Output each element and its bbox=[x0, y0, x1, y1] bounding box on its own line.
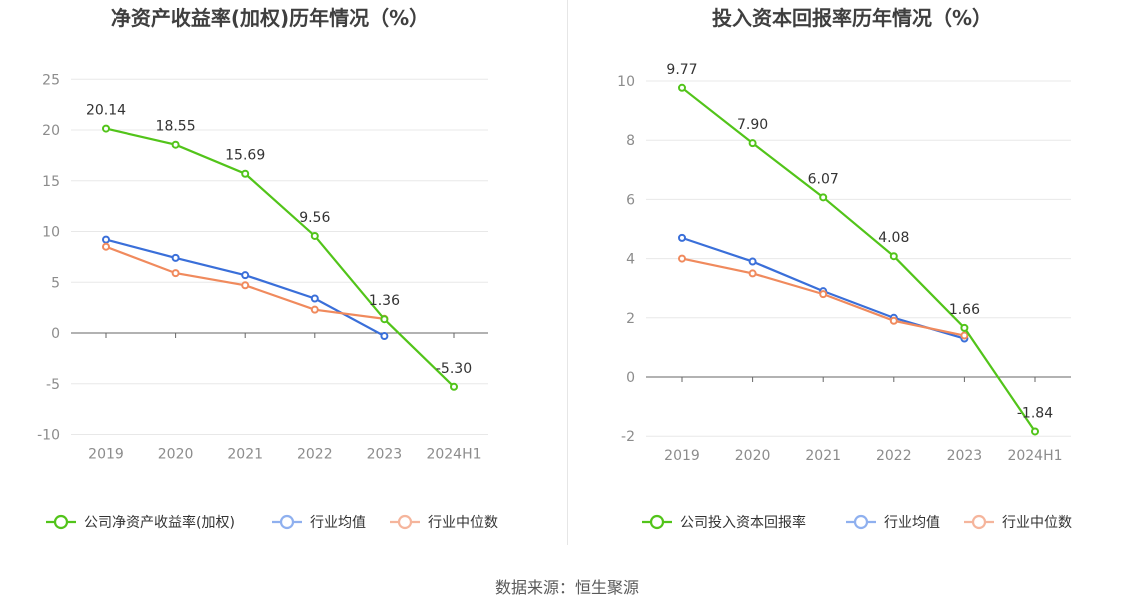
roe-data-label: 9.56 bbox=[299, 210, 330, 226]
roic-y-tick-label: 10 bbox=[617, 74, 635, 90]
roic-data-point bbox=[960, 331, 969, 340]
panel-divider bbox=[567, 0, 568, 545]
roic-data-point bbox=[889, 252, 898, 261]
roic-series-line-0 bbox=[681, 86, 1036, 433]
roe-legend-label: 公司净资产收益率(加权) bbox=[84, 514, 235, 531]
roe-data-point bbox=[241, 271, 250, 280]
roic-data-point bbox=[819, 193, 828, 202]
roe-chart-panel: 净资产收益率(加权)历年情况（%） 25 20 15 10 5 0 -5 -10 2019 2020… bbox=[0, 0, 566, 560]
roe-data-point bbox=[380, 315, 389, 324]
roic-data-label: 7.90 bbox=[737, 117, 768, 133]
roe-data-label: 1.36 bbox=[369, 293, 400, 309]
roe-data-point bbox=[102, 124, 110, 133]
roe-data-point bbox=[171, 253, 180, 262]
roic-chart-title: 投入资本回报率历年情况（%） bbox=[712, 6, 992, 30]
roic-data-point bbox=[819, 290, 828, 299]
roic-legend-label: 行业中位数 bbox=[1002, 515, 1072, 531]
roe-legend-label: 行业均值 bbox=[310, 515, 366, 531]
roe-data-label: 18.55 bbox=[156, 119, 196, 135]
roic-data-point bbox=[678, 233, 686, 242]
roic-y-tick-label: -2 bbox=[621, 429, 635, 445]
roic-chart-panel: 投入资本回报率历年情况（%） 10 8 6 4 2 0 -2 2019 2020 2021 2022 2… bbox=[568, 0, 1134, 560]
roe-data-point bbox=[241, 281, 250, 290]
roe-data-point bbox=[241, 169, 250, 178]
roic-legend-label: 行业均值 bbox=[884, 515, 940, 531]
roe-chart-title: 净资产收益率(加权)历年情况（%） bbox=[111, 6, 429, 30]
roic-data-point bbox=[960, 323, 969, 332]
roic-line-chart: 投入资本回报率历年情况（%） 10 8 6 4 2 0 -2 2019 2020 2021 2022 2… bbox=[617, 6, 1072, 531]
roic-x-tick-label: 2023 bbox=[947, 448, 983, 464]
roe-data-point bbox=[450, 382, 458, 391]
roe-x-tick-label: 2023 bbox=[367, 447, 403, 463]
roe-y-tick-label: -10 bbox=[37, 428, 60, 444]
roic-legend-label: 公司投入资本回报率 bbox=[680, 514, 806, 531]
roic-data-label: -1.84 bbox=[1017, 405, 1053, 421]
roe-y-tick-label: 10 bbox=[42, 225, 60, 241]
roe-data-point bbox=[171, 140, 180, 149]
roe-data-point bbox=[102, 235, 110, 244]
roic-legend-marker bbox=[649, 514, 665, 530]
roe-y-tick-label: 0 bbox=[51, 326, 60, 342]
roe-x-tick-label: 2021 bbox=[227, 447, 263, 463]
roe-x-tick-label: 2022 bbox=[297, 447, 333, 463]
roic-data-point bbox=[889, 316, 898, 325]
roe-y-tick-label: -5 bbox=[46, 377, 60, 393]
roe-line-chart: 净资产收益率(加权)历年情况（%） 25 20 15 10 5 0 -5 -10 2019 2020… bbox=[37, 6, 498, 531]
roe-data-label: 15.69 bbox=[225, 148, 265, 164]
roic-x-tick-label: 2021 bbox=[805, 448, 841, 464]
roic-legend-marker bbox=[853, 514, 869, 530]
roe-legend-marker bbox=[397, 514, 413, 530]
roic-data-point bbox=[748, 269, 757, 278]
roic-y-tick-label: 2 bbox=[626, 311, 635, 327]
roe-series-line-0 bbox=[105, 127, 455, 388]
roic-y-tick-label: 4 bbox=[626, 252, 635, 268]
roe-x-tick-label: 2024H1 bbox=[426, 447, 481, 463]
roe-data-label: 20.14 bbox=[86, 103, 126, 119]
roe-data-point bbox=[310, 305, 319, 314]
roic-y-tick-label: 6 bbox=[626, 192, 635, 208]
roic-data-label: 6.07 bbox=[808, 171, 839, 187]
roic-data-label: 4.08 bbox=[878, 230, 909, 246]
roe-y-tick-label: 15 bbox=[42, 174, 60, 190]
roe-y-tick-label: 20 bbox=[42, 123, 60, 139]
roic-data-point bbox=[1031, 427, 1039, 436]
roe-data-point bbox=[171, 269, 180, 278]
roic-x-tick-label: 2024H1 bbox=[1007, 448, 1062, 464]
roe-data-point bbox=[310, 231, 319, 240]
roic-legend-marker bbox=[971, 514, 987, 530]
data-source: 数据来源：恒生聚源 bbox=[494, 578, 639, 597]
roic-x-tick-label: 2019 bbox=[664, 448, 700, 464]
roic-data-point bbox=[748, 257, 757, 266]
roe-data-point bbox=[102, 242, 110, 251]
roic-data-point bbox=[748, 139, 757, 148]
roe-y-tick-label: 5 bbox=[51, 275, 60, 291]
roe-legend-marker bbox=[53, 514, 69, 530]
roic-data-point bbox=[678, 254, 686, 263]
roe-data-point bbox=[380, 332, 389, 341]
roic-data-label: 1.66 bbox=[949, 302, 980, 318]
roe-legend-label: 行业中位数 bbox=[428, 515, 498, 531]
roe-data-label: -5.30 bbox=[436, 361, 472, 377]
roe-x-tick-label: 2019 bbox=[88, 447, 124, 463]
roic-y-tick-label: 8 bbox=[626, 133, 635, 149]
roe-data-point bbox=[310, 294, 319, 303]
roic-x-tick-label: 2020 bbox=[735, 448, 771, 464]
roic-data-label: 9.77 bbox=[666, 62, 697, 78]
roic-x-tick-label: 2022 bbox=[876, 448, 912, 464]
roic-data-point bbox=[678, 83, 686, 92]
roic-y-tick-label: 0 bbox=[626, 370, 635, 386]
roe-y-tick-label: 25 bbox=[42, 72, 60, 88]
roe-legend-marker bbox=[279, 514, 295, 530]
roe-x-tick-label: 2020 bbox=[158, 447, 194, 463]
